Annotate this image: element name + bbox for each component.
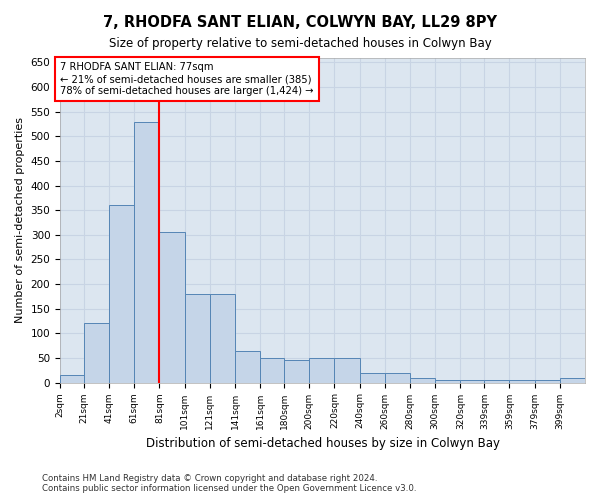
Bar	[60, 375, 84, 382]
Bar	[385, 372, 410, 382]
Text: Contains public sector information licensed under the Open Government Licence v3: Contains public sector information licen…	[42, 484, 416, 493]
Bar	[410, 378, 435, 382]
Bar	[460, 380, 484, 382]
Y-axis label: Number of semi-detached properties: Number of semi-detached properties	[15, 117, 25, 323]
Text: 7 RHODFA SANT ELIAN: 77sqm
← 21% of semi-detached houses are smaller (385)
78% o: 7 RHODFA SANT ELIAN: 77sqm ← 21% of semi…	[60, 62, 314, 96]
Bar	[334, 358, 359, 382]
Bar	[134, 122, 160, 382]
Bar	[535, 380, 560, 382]
Bar	[235, 350, 260, 382]
X-axis label: Distribution of semi-detached houses by size in Colwyn Bay: Distribution of semi-detached houses by …	[146, 437, 500, 450]
Text: Contains HM Land Registry data © Crown copyright and database right 2024.: Contains HM Land Registry data © Crown c…	[42, 474, 377, 483]
Bar	[84, 324, 109, 382]
Bar	[260, 358, 284, 382]
Text: 7, RHODFA SANT ELIAN, COLWYN BAY, LL29 8PY: 7, RHODFA SANT ELIAN, COLWYN BAY, LL29 8…	[103, 15, 497, 30]
Bar	[309, 358, 334, 382]
Bar	[160, 232, 185, 382]
Bar	[185, 294, 210, 382]
Text: Size of property relative to semi-detached houses in Colwyn Bay: Size of property relative to semi-detach…	[109, 38, 491, 51]
Bar	[109, 206, 134, 382]
Bar	[484, 380, 509, 382]
Bar	[359, 372, 385, 382]
Bar	[284, 360, 309, 382]
Bar	[210, 294, 235, 382]
Bar	[560, 378, 585, 382]
Bar	[509, 380, 535, 382]
Bar	[435, 380, 460, 382]
